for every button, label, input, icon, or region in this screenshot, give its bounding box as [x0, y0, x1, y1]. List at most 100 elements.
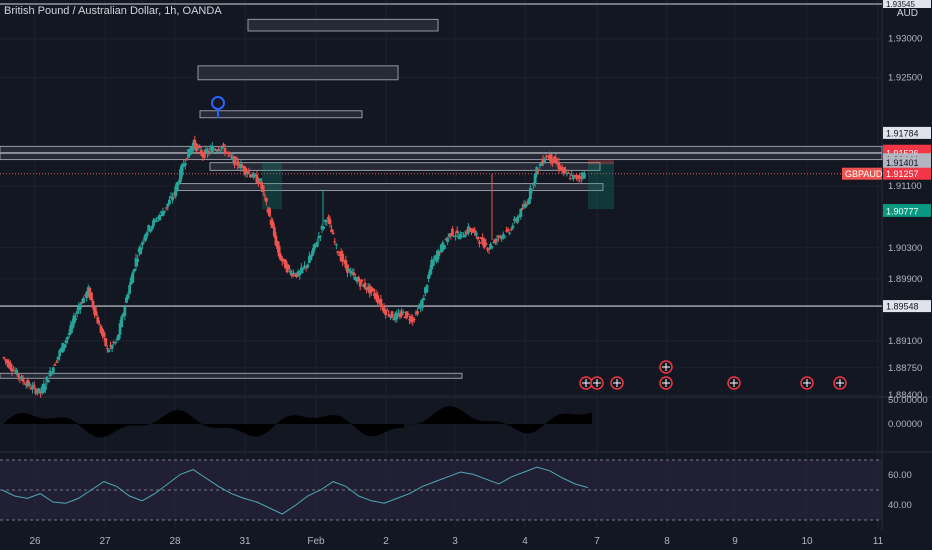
candle-body [250, 175, 254, 178]
candle-body [376, 295, 380, 303]
candle-body [74, 318, 77, 320]
candle-body [334, 244, 338, 246]
candle-body [361, 284, 365, 287]
candle-body [99, 325, 103, 333]
candle-body [339, 251, 343, 262]
histogram-bar [292, 415, 294, 424]
candle-body [323, 219, 327, 222]
histogram-bar [248, 424, 250, 436]
histogram-bar [18, 413, 20, 424]
candle-body [540, 163, 543, 166]
candle-body [533, 173, 537, 185]
candle-body [193, 139, 197, 147]
candle-body [482, 239, 486, 248]
candle-body [563, 169, 567, 172]
candle-body [352, 272, 356, 276]
candle-body [451, 228, 454, 236]
candle-body [59, 348, 63, 351]
candle-body [357, 277, 361, 282]
histogram-bar [542, 424, 544, 426]
candle-body [161, 211, 165, 217]
x-tick-label: 7 [594, 536, 600, 547]
histogram-bar [60, 417, 62, 424]
candle-body [47, 380, 50, 383]
x-tick-label: 3 [452, 536, 458, 547]
candle-body [269, 219, 273, 225]
histogram-bar [398, 424, 400, 428]
candle-body [55, 361, 58, 363]
histogram-bar [36, 416, 38, 424]
candle-body [570, 174, 574, 176]
candle-body [347, 269, 351, 272]
candle-body [342, 260, 346, 262]
candle-body [144, 234, 147, 241]
histogram-bar [526, 424, 528, 434]
candle-body [163, 210, 167, 212]
x-tick-label: 10 [801, 536, 813, 547]
candle-body [66, 336, 70, 340]
candle-body [40, 386, 44, 394]
candle-body [69, 324, 73, 334]
candle-body [252, 173, 256, 178]
x-tick-label: 2 [383, 536, 389, 547]
candle-body [473, 229, 477, 233]
histogram-bar [302, 416, 304, 424]
histogram-bar [124, 424, 126, 427]
candle-body [166, 203, 170, 207]
candle-body [64, 340, 68, 344]
candle-body [430, 259, 434, 270]
x-tick-label: 26 [29, 536, 41, 547]
candle-body [474, 232, 478, 236]
candle-body [218, 150, 222, 152]
histogram-bar [214, 424, 216, 428]
histogram-bar [310, 417, 312, 424]
candle-body [177, 181, 181, 185]
candle-body [263, 195, 267, 197]
histogram-bar [258, 424, 260, 437]
histogram-bar [82, 424, 84, 429]
histogram-bar [120, 424, 122, 429]
candle-body [206, 150, 209, 155]
candle-body [202, 151, 206, 158]
symbol-tag [842, 167, 882, 180]
histogram-bar [270, 424, 272, 429]
histogram-bar [24, 413, 26, 424]
histogram-bar [364, 424, 366, 435]
candle-body [132, 269, 136, 272]
histogram-bar [504, 423, 506, 424]
histogram-bar [370, 424, 372, 437]
histogram-bar [232, 424, 234, 429]
candle-body [86, 287, 90, 295]
candle-body [516, 217, 520, 223]
candle-body [519, 208, 523, 218]
histogram-bar [354, 424, 356, 428]
histogram-bar [200, 423, 202, 424]
candle-body [311, 250, 314, 256]
price-badge [883, 156, 931, 169]
candle-body [412, 319, 416, 321]
price-tick-label: 1.89100 [888, 336, 922, 347]
histogram-bar [54, 417, 56, 424]
candle-body [247, 171, 251, 173]
zone-rectangle [177, 183, 604, 192]
histogram-bar [242, 424, 244, 433]
candle-body [53, 364, 57, 366]
candle-body [266, 208, 270, 213]
histogram-bar [8, 418, 10, 424]
candle-body [396, 313, 400, 315]
histogram-bar [456, 407, 458, 424]
candle-body [191, 142, 195, 151]
candle-body [241, 166, 244, 168]
candle-body [513, 218, 516, 221]
histogram-bar [466, 414, 468, 424]
histogram-bar [348, 421, 350, 424]
candle-body [147, 225, 151, 231]
histogram-bar [68, 418, 70, 424]
histogram-bar [140, 424, 142, 426]
histogram-bar [228, 424, 230, 428]
candle-body [573, 174, 577, 176]
candle-body [333, 241, 337, 243]
candle-body [457, 235, 461, 239]
candle-body [42, 383, 46, 393]
symbol-tag-label: GBPAUD [845, 169, 883, 179]
